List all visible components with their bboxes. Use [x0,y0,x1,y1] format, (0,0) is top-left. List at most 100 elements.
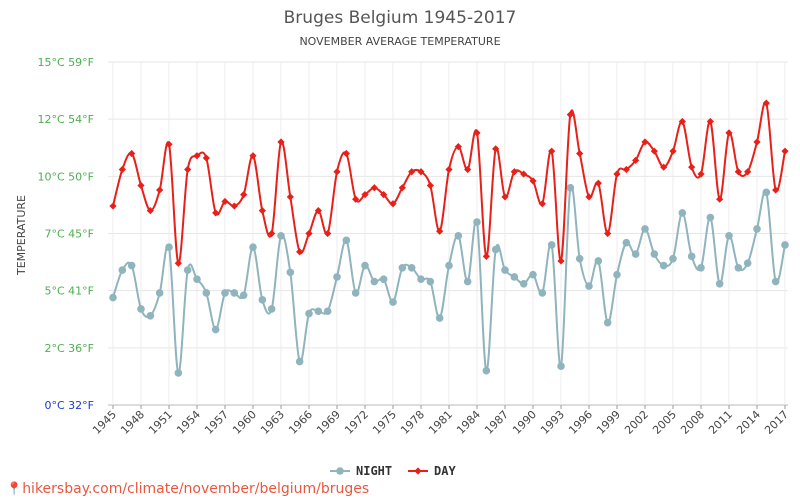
data-point-night [678,209,687,217]
data-point-night [295,357,304,366]
grid-lines [108,61,788,406]
data-point-day [277,138,285,146]
data-point-day [361,191,369,199]
data-point-day [548,147,556,155]
map-pin-icon: 📍 [6,482,23,497]
x-tick-label: 1951 [146,408,175,437]
x-tick-label: 1957 [202,408,231,437]
data-point-day [660,163,668,171]
data-point-day [445,165,453,174]
data-point-day [212,209,220,217]
data-point-night [669,254,677,263]
data-point-night [109,293,117,302]
data-point-day [370,184,378,192]
x-tick-label: 1960 [230,408,259,437]
data-point-day [389,200,397,208]
data-point-day [613,170,621,178]
data-point-night [753,225,761,233]
data-point-night [314,307,323,316]
data-point-night [622,238,631,247]
data-point-night [519,280,528,288]
data-point-day [706,117,714,126]
y-tick-label: 0°C 32°F [45,399,95,412]
legend-label-night: NIGHT [356,464,392,478]
y-tick-label: 7°C 45°F [45,228,95,241]
data-point-day [296,248,304,256]
data-point-day [333,168,341,176]
data-point-night [641,225,649,233]
data-point-day [417,168,425,176]
data-point-night [463,277,472,286]
x-tick-label: 1996 [566,408,595,437]
data-point-day [221,197,229,206]
data-point-night [193,275,201,284]
data-point-day [529,177,537,185]
data-point-day [576,149,584,158]
data-point-day [268,229,276,238]
data-point-day [324,229,332,238]
data-point-day [128,149,136,158]
x-tick-label: 1987 [482,408,511,437]
data-point-night [267,305,276,313]
data-point-night [585,282,593,290]
data-point-night [370,277,379,286]
data-point-night [575,254,584,263]
data-point-night [333,273,341,281]
data-point-day [781,147,789,155]
data-point-day [156,186,164,194]
data-point-day [538,200,546,208]
data-point-day [641,138,649,146]
x-tick-label: 1993 [538,408,567,437]
data-point-day [772,186,780,194]
data-point-night [127,261,136,270]
data-point-day [137,181,145,190]
data-point-night [613,270,621,279]
data-point-night [454,231,463,240]
legend-label-day: DAY [434,464,456,478]
data-point-day [650,147,658,155]
source-link[interactable]: 📍hikersbay.com/climate/november/belgium/… [6,481,369,497]
data-point-night [417,275,425,284]
data-point-day [118,165,126,174]
data-point-day [436,227,444,235]
data-point-day [604,229,612,238]
data-point-day [753,138,761,146]
legend-marker-night [336,467,344,475]
data-point-day [520,170,528,178]
data-point-night [603,318,612,327]
x-tick-label: 2002 [622,408,651,437]
data-point-night [491,245,500,254]
data-point-night [323,307,332,316]
data-point-night [631,250,640,258]
data-point-night [239,291,248,300]
source-url: hikersbay.com/climate/november/belgium/b… [22,481,370,497]
data-point-night [155,289,164,297]
data-point-day [762,99,770,107]
data-point-day [510,168,518,176]
data-point-day [249,152,257,160]
data-point-day [566,110,574,119]
data-point-day [688,163,696,171]
data-point-day [632,156,640,164]
x-tick-label: 2005 [650,408,679,437]
x-tick-label: 1966 [286,408,315,437]
data-point-night [258,296,267,304]
data-point-night [398,264,407,272]
data-point-night [137,305,145,313]
x-tick-label: 1978 [398,408,427,437]
y-tick-label: 5°C 41°F [45,285,95,298]
data-point-day [258,207,266,215]
data-point-day [678,117,686,126]
chart-subtitle: NOVEMBER AVERAGE TEMPERATURE [299,35,501,48]
data-point-night [379,275,388,284]
data-point-night [389,298,397,306]
data-point-night [781,241,789,249]
data-point-night [305,309,313,318]
data-point-day [146,207,154,215]
data-point-night [538,289,547,297]
data-point-night [725,231,733,240]
data-point-night [734,264,743,272]
data-point-day [109,202,117,210]
data-point-night [510,273,519,281]
data-point-day [697,170,705,178]
